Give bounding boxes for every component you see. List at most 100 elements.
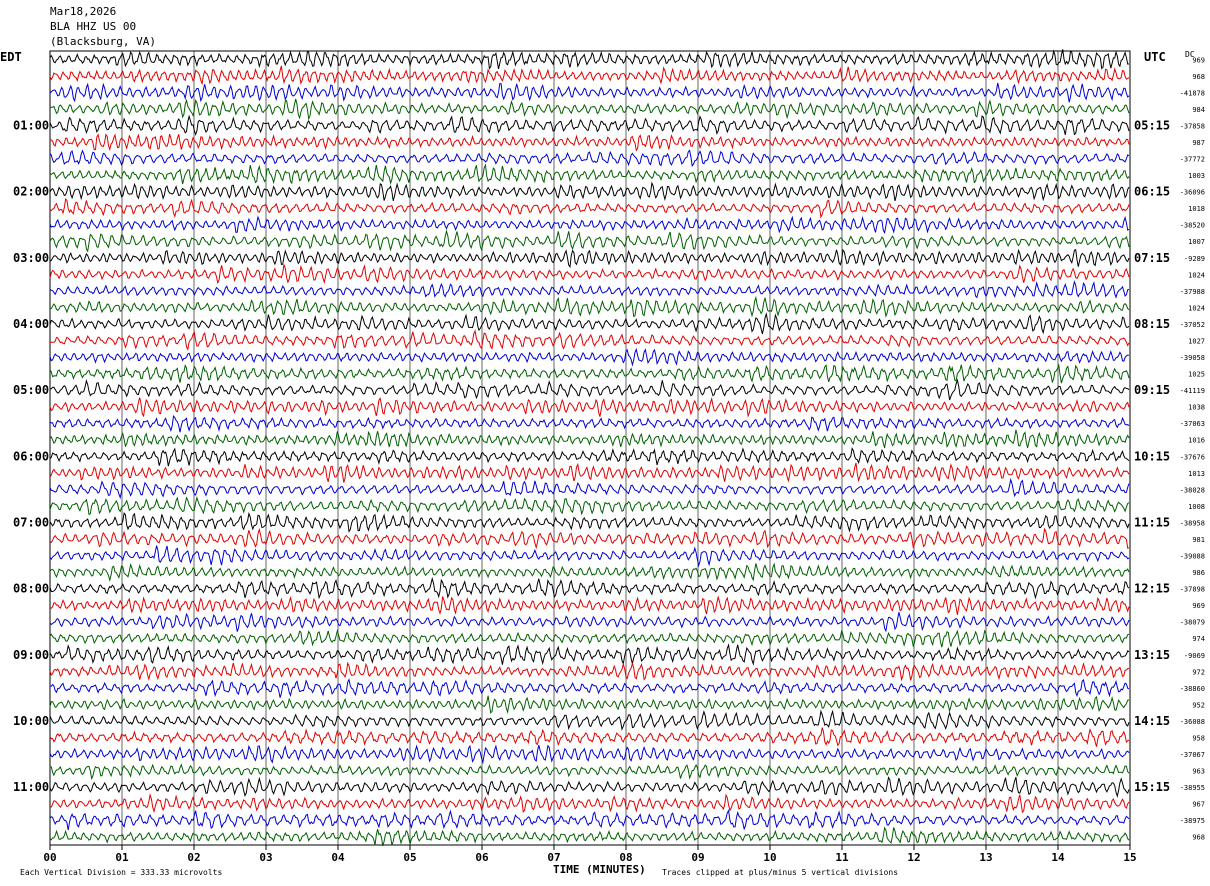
right-hour-label: 13:15 (1134, 648, 1170, 662)
x-tick-label: 02 (187, 851, 200, 864)
seismic-trace (49, 229, 1130, 253)
seismic-trace (49, 612, 1130, 633)
seismic-trace (49, 163, 1130, 186)
seismic-trace (49, 727, 1130, 747)
seismic-trace (49, 65, 1130, 86)
dc-offset-label: 987 (1192, 139, 1205, 147)
dc-offset-label: 967 (1192, 801, 1205, 809)
seismic-trace (49, 280, 1130, 299)
dc-offset-label: 984 (1192, 106, 1205, 114)
seismic-trace (49, 396, 1130, 418)
right-hour-label: 09:15 (1134, 383, 1170, 397)
seismic-trace (49, 695, 1130, 714)
x-axis-title: TIME (MINUTES) (553, 863, 646, 876)
seismic-trace (49, 49, 1130, 70)
dc-offset-label: 969 (1192, 56, 1205, 64)
right-hour-label: 06:15 (1134, 185, 1170, 199)
left-hour-label: 03:00 (13, 251, 49, 265)
dc-offset-label: 1024 (1188, 304, 1205, 312)
dc-offset-label: 1038 (1188, 404, 1205, 412)
dc-offset-label: 968 (1192, 73, 1205, 81)
seismic-trace (49, 414, 1130, 433)
dc-offset-label: -36088 (1180, 718, 1205, 726)
seismic-trace (49, 264, 1130, 285)
dc-offset-label: -41878 (1180, 89, 1205, 97)
dc-offset-label: 981 (1192, 536, 1205, 544)
right-timezone-label: UTC (1144, 50, 1166, 64)
dc-offset-label: -41119 (1180, 387, 1205, 395)
left-hour-label: 02:00 (13, 185, 49, 199)
x-tick-label: 04 (331, 851, 345, 864)
seismic-trace (49, 793, 1130, 814)
clip-note: Traces clipped at plus/minus 5 vertical … (662, 868, 898, 877)
dc-offset-label: 1007 (1188, 238, 1205, 246)
dc-offset-label: 958 (1192, 734, 1205, 742)
seismic-trace (49, 82, 1130, 103)
x-tick-label: 03 (259, 851, 272, 864)
seismic-trace (49, 215, 1130, 235)
dc-offset-label: -38860 (1180, 685, 1205, 693)
right-hour-label: 08:15 (1134, 317, 1170, 331)
dc-offset-label: -37067 (1180, 751, 1205, 759)
seismic-trace (50, 133, 1130, 152)
chart-grid (49, 50, 1131, 850)
dc-offset-label: -37676 (1180, 453, 1205, 461)
dc-offset-label: -37063 (1180, 420, 1205, 428)
scale-note: Each Vertical Division = 333.33 microvol… (20, 868, 222, 877)
x-tick-label: 12 (907, 851, 920, 864)
axis-labels: 00 01 02 03 04 05 06 07 08 09 10 11 12 13 14 15 969 968 -4… (13, 56, 1205, 864)
trace-group (49, 49, 1130, 847)
seismic-trace (49, 447, 1130, 467)
left-hour-label: 09:00 (13, 648, 49, 662)
seismic-trace (49, 511, 1130, 533)
dc-offset-header: DC (1185, 50, 1195, 59)
dc-offset-label: -39088 (1180, 553, 1205, 561)
seismic-trace (49, 527, 1130, 550)
dc-offset-label: 1013 (1188, 470, 1205, 478)
dc-offset-label: -9289 (1184, 255, 1205, 263)
dc-offset-label: 986 (1192, 569, 1205, 577)
left-hour-label: 04:00 (13, 317, 49, 331)
seismic-trace (49, 312, 1130, 335)
dc-offset-label: 1018 (1188, 205, 1205, 213)
dc-offset-label: 968 (1192, 834, 1205, 842)
left-hour-label: 06:00 (13, 449, 49, 463)
seismic-trace (49, 378, 1130, 401)
x-tick-label: 10 (763, 851, 776, 864)
seismic-trace (49, 248, 1130, 269)
dc-offset-label: -37858 (1180, 122, 1205, 130)
dc-offset-label: 1027 (1188, 337, 1205, 345)
seismic-trace (49, 181, 1130, 202)
seismic-trace (49, 629, 1130, 648)
x-tick-label: 06 (475, 851, 489, 864)
dc-offset-label: -37052 (1180, 321, 1205, 329)
left-hour-label: 07:00 (13, 515, 49, 529)
seismic-trace (49, 114, 1130, 137)
dc-offset-label: -37988 (1180, 288, 1205, 296)
right-hour-label: 07:15 (1134, 251, 1170, 265)
right-hour-label: 11:15 (1134, 515, 1170, 529)
seismic-trace (49, 329, 1130, 351)
dc-offset-label: 952 (1192, 701, 1205, 709)
left-hour-label: 01:00 (13, 118, 49, 132)
dc-offset-label: -37898 (1180, 586, 1205, 594)
dc-offset-label: -38955 (1180, 784, 1205, 792)
dc-offset-label: -38079 (1180, 619, 1205, 627)
seismic-trace (49, 496, 1130, 516)
dc-offset-label: -9069 (1184, 652, 1205, 660)
header-station: BLA HHZ US 00 (50, 20, 137, 33)
seismic-trace (49, 576, 1130, 600)
seismic-trace (49, 809, 1130, 831)
x-tick-label: 07 (547, 851, 560, 864)
x-tick-label: 08 (619, 851, 632, 864)
seismic-trace (49, 429, 1130, 449)
seismic-trace (49, 198, 1130, 219)
seismic-trace (49, 763, 1130, 781)
right-hour-label: 14:15 (1134, 714, 1170, 728)
dc-offset-label: 1025 (1188, 371, 1205, 379)
x-tick-label: 14 (1051, 851, 1065, 864)
x-tick-label: 15 (1123, 851, 1136, 864)
right-hour-label: 10:15 (1134, 449, 1170, 463)
seismic-trace (49, 826, 1130, 847)
seismic-trace (49, 595, 1130, 615)
